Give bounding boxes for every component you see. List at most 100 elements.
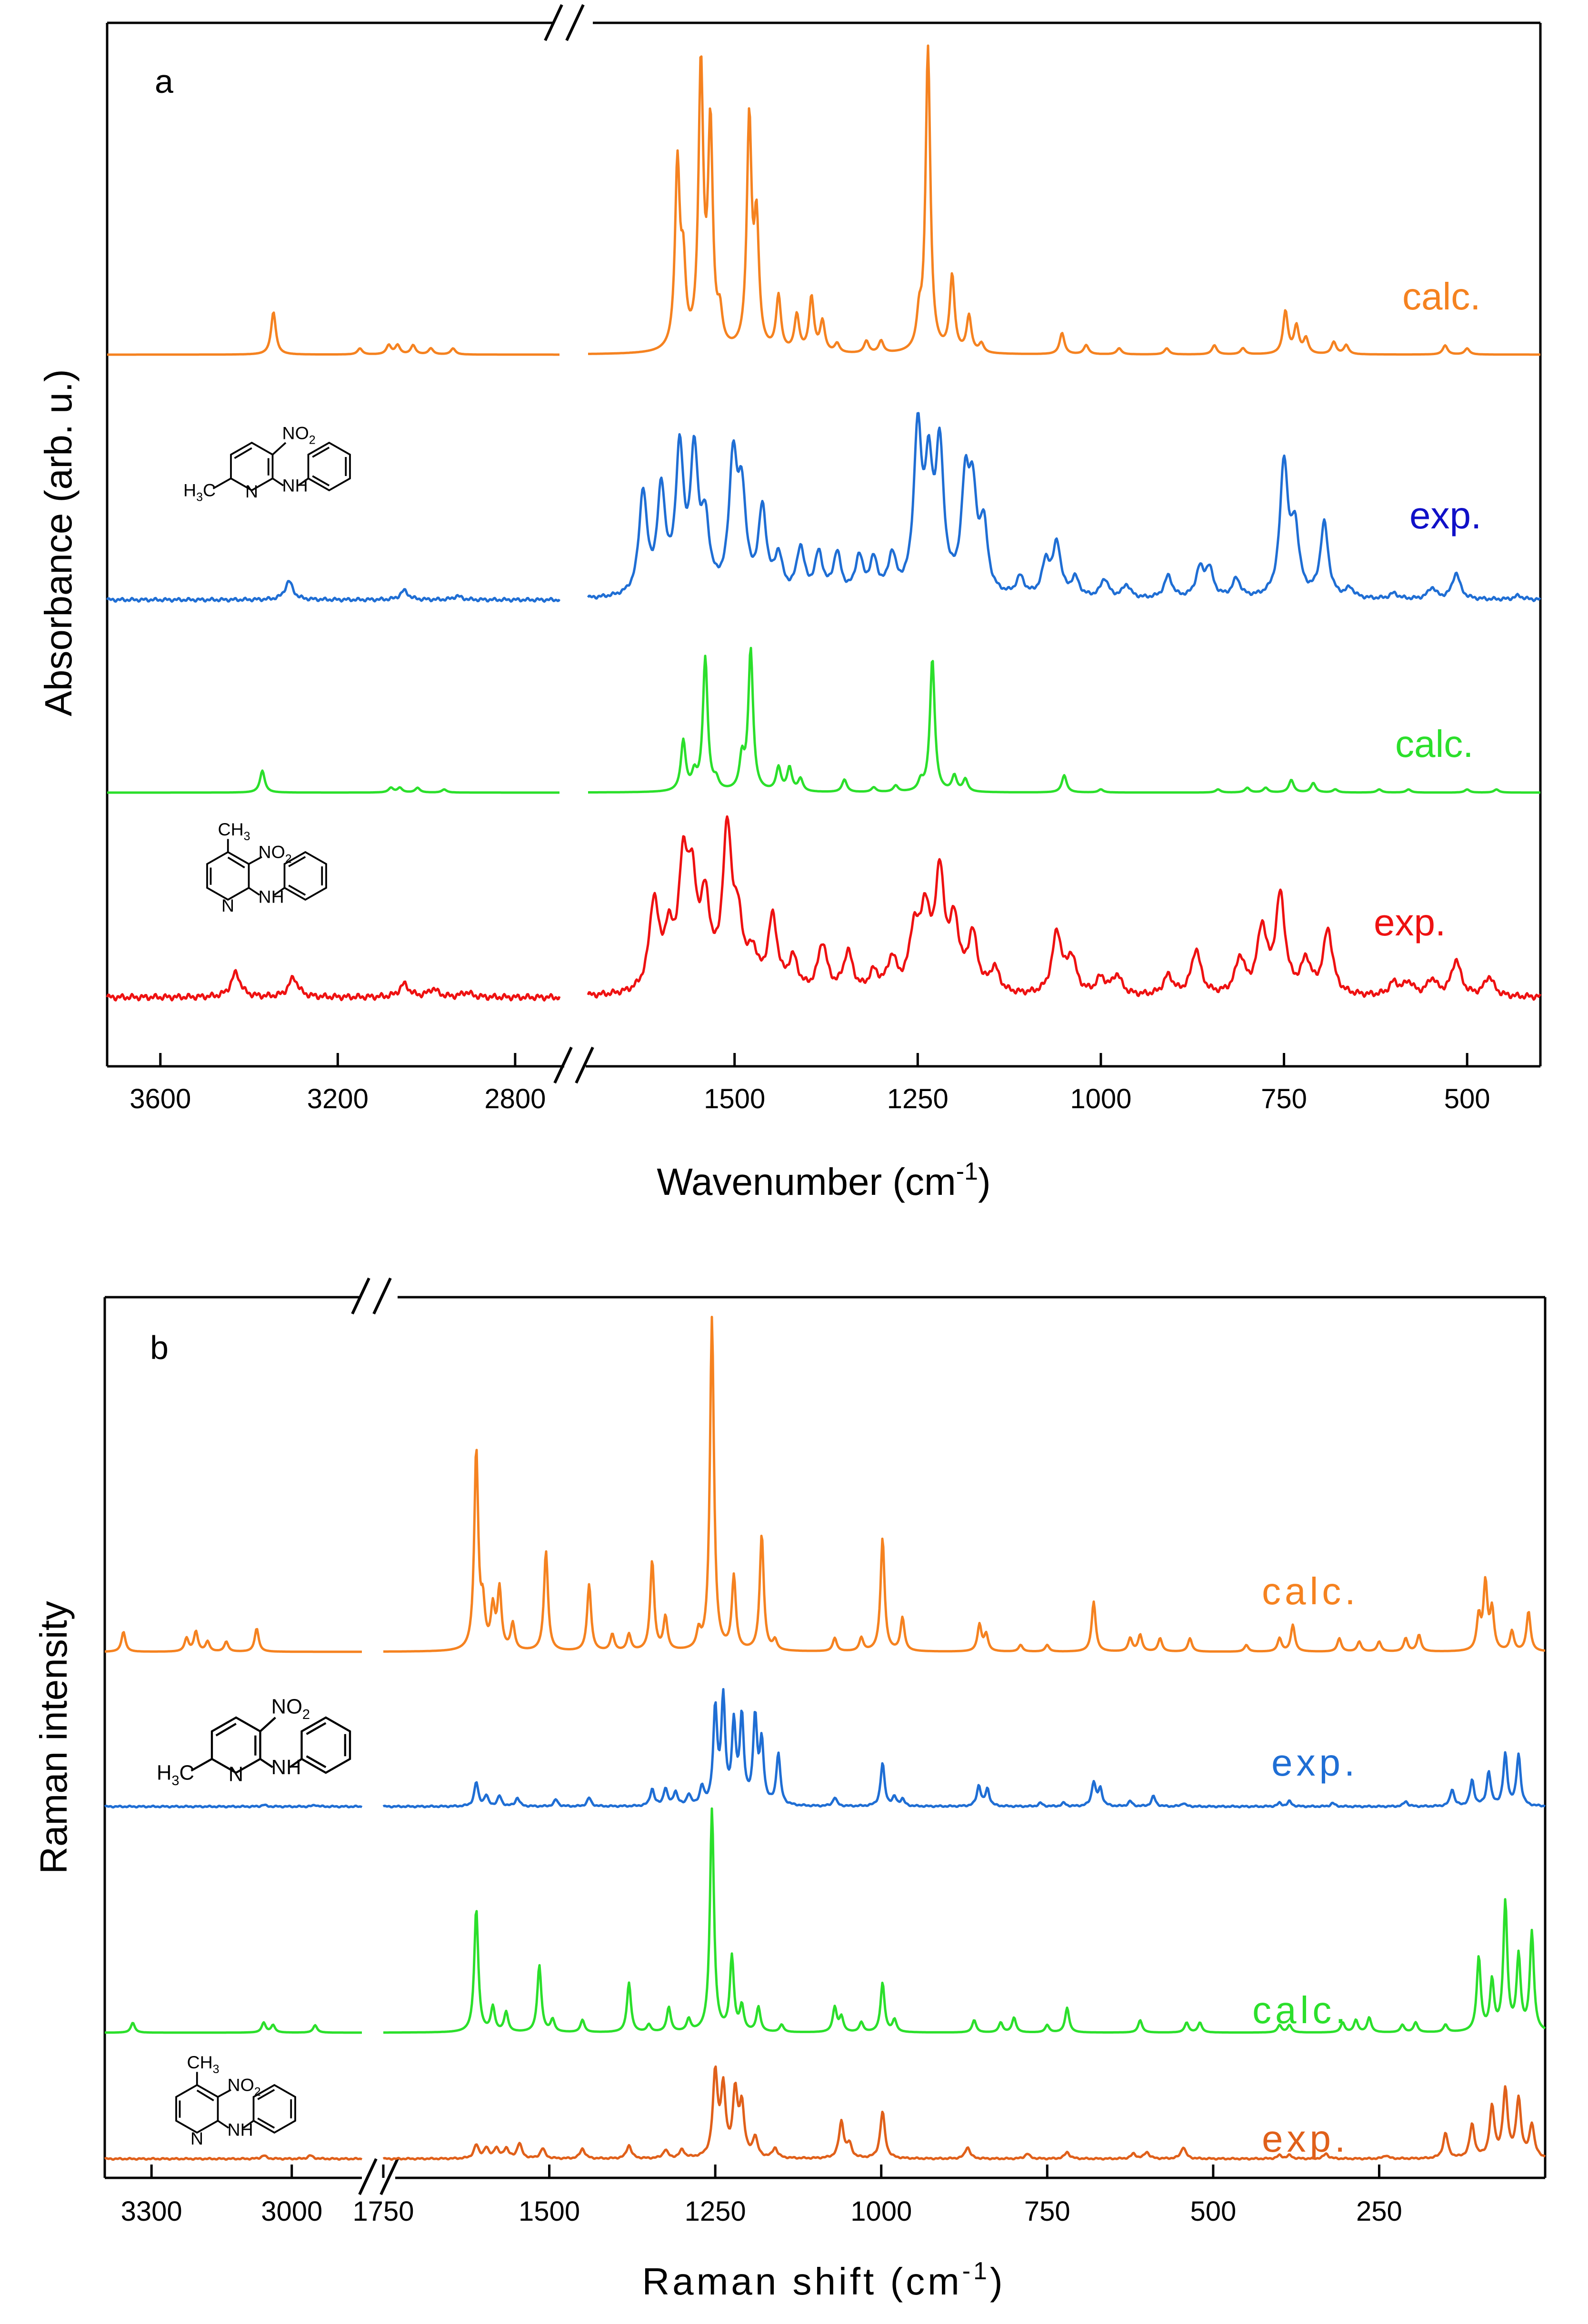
panel-b-x-axis-title-sup: -1: [962, 2257, 990, 2285]
panel-b-series-4-segment-1: [104, 2154, 363, 2161]
panel-b-trace-label-1: calc.: [1262, 1570, 1359, 1612]
panel-a-molecule-6-methyl: H3C N NO2 NH: [183, 423, 351, 504]
panel-a-traces: [106, 44, 1542, 1002]
panel-b-y-axis-title: Raman intensity: [32, 1601, 75, 1874]
panel-b-mol2-methyl-sub: 3: [213, 2063, 220, 2076]
panel-a-series-1-segment-2: [588, 44, 1541, 356]
panel-b-x-tick-label-1250: 1250: [685, 2196, 746, 2227]
panel-a-series-4-segment-1: [106, 969, 561, 1002]
panel-b-mol-methyl: H3C: [157, 1762, 194, 1789]
panel-b-series-2-segment-1: [104, 1803, 363, 1809]
panel-b-x-tick-label-1000: 1000: [850, 2196, 912, 2227]
panel-b-x-tick-label-3300: 3300: [121, 2196, 182, 2227]
panel-a-mol-nitro-base: NO: [282, 423, 309, 443]
panel-b-x-tick-label-500: 500: [1190, 2196, 1236, 2227]
panel-b-series-1-segment-1: [104, 1628, 362, 1653]
panel-a-series-3: [107, 646, 1541, 794]
panel-a-series-2: [106, 412, 1541, 603]
panel-a-axis-break-mark: [553, 1046, 594, 1084]
panel-b-x-axis-title-close: ): [990, 2260, 1006, 2303]
panel-a-series-2-segment-1: [106, 580, 561, 603]
panel-b-molecule-6-methyl: H3C N NO2 NH: [157, 1695, 351, 1789]
panel-a-mol-methyl-base: H: [183, 480, 196, 500]
panel-b-trace-label-2: exp.: [1271, 1741, 1358, 1784]
panel-a-x-tick-label-1000: 1000: [1070, 1083, 1131, 1114]
panel-b-raman-spectra: 3300 3000 1750 1500 1250 1000 750 500 250 b Rama…: [32, 1277, 1547, 2303]
panel-a-mol2-ring-n: N: [221, 895, 234, 915]
panel-a-trace-label-4: exp.: [1374, 901, 1446, 944]
panel-a-x-tick-label-750: 750: [1261, 1083, 1307, 1114]
panel-b-x-axis-title-base: Raman shift (cm: [642, 2260, 962, 2303]
panel-a-series-4-segment-2: [587, 815, 1542, 1001]
panel-b-x-tick-label-1500: 1500: [519, 2196, 580, 2227]
panel-b-mol-nitro-base: NO: [271, 1695, 302, 1718]
panel-b-traces: [104, 1316, 1546, 2161]
panel-a-x-axis-title-base: Wavenumber (cm: [657, 1161, 956, 1203]
panel-b-mol2-nitro-base: NO: [228, 2075, 254, 2095]
panel-b-series-2: [104, 1688, 1546, 1809]
panel-b-mol2-methyl-base: CH: [187, 2052, 213, 2072]
panel-a-mol-methyl-tail: C: [203, 480, 216, 500]
panel-b-mol-methyl-sub: 3: [171, 1773, 179, 1788]
panel-b-top-break-mark: [351, 1277, 392, 1315]
panel-a-series-2-segment-2: [587, 412, 1541, 602]
panel-b-mol2-nitro: NO2: [228, 2075, 261, 2099]
panel-b-x-tick-label-3000: 3000: [261, 2196, 322, 2227]
panel-a-mol-amine: NH: [282, 476, 308, 496]
panel-a-trace-label-3: calc.: [1395, 723, 1474, 765]
panel-b-mol-methyl-tail: C: [180, 1762, 194, 1785]
panel-b-letter: b: [150, 1329, 169, 1366]
panel-b-axis-break-mark: [358, 2158, 399, 2195]
panel-a-x-ticks: 3600 3200 2800 1500 1250 1000 750 500: [130, 1053, 1490, 1114]
panel-b-trace-label-4: exp.: [1262, 2117, 1349, 2160]
panel-a-mol2-methyl: CH3: [218, 819, 250, 843]
panel-a-molecule-4-methyl: CH3 N NO2 NH: [206, 819, 327, 915]
panel-b-x-axis-title: Raman shift (cm-1): [642, 2257, 1005, 2303]
panel-b-mol2-ring-n: N: [190, 2128, 203, 2148]
panel-b-series-4: [104, 2065, 1546, 2161]
panel-b-x-tick-label-250: 250: [1356, 2196, 1402, 2227]
panel-b-molecule-4-methyl: CH3 N NO2 NH: [175, 2052, 296, 2148]
panel-b-mol-ring-n: N: [229, 1763, 243, 1786]
panel-b-frame: [103, 1296, 1547, 2179]
panel-a-mol2-nitro-base: NO: [259, 842, 285, 862]
panel-b-trace-label-3: calc.: [1252, 1989, 1350, 2031]
panel-a-mol2-methyl-sub: 3: [244, 830, 250, 843]
panel-a-series-1: [107, 44, 1541, 356]
panel-a-top-break-mark: [544, 4, 585, 41]
panel-b-x-tick-label-1750: 1750: [352, 2196, 414, 2227]
panel-b-mol2-methyl: CH3: [187, 2052, 220, 2076]
panel-a-x-tick-label-1250: 1250: [887, 1083, 949, 1114]
panel-b-x-tick-label-750: 750: [1024, 2196, 1070, 2227]
panel-a-series-4: [106, 815, 1542, 1002]
panel-b-series-3-segment-2: [383, 1807, 1546, 2034]
panel-a-trace-label-1: calc.: [1402, 275, 1481, 318]
panel-a-x-tick-label-3200: 3200: [307, 1083, 369, 1114]
panel-a-series-1-segment-1: [107, 311, 560, 356]
panel-a-trace-label-2: exp.: [1409, 494, 1481, 536]
panel-a-mol-nitro-sub: 2: [309, 434, 316, 447]
panel-a-mol2-nitro: NO2: [259, 842, 292, 866]
panel-a-mol2-amine: NH: [259, 886, 284, 906]
panel-b-series-4-segment-2: [382, 2065, 1546, 2161]
panel-a-y-axis-title: Absorbance (arb. u.): [37, 369, 80, 716]
panel-b-series-3: [104, 1807, 1546, 2034]
panel-a-mol-methyl: H3C: [183, 480, 216, 504]
panel-a-x-tick-label-1500: 1500: [704, 1083, 765, 1114]
panel-a-x-axis-title-close: ): [978, 1161, 991, 1203]
panel-b-series-1: [104, 1316, 1546, 1653]
panel-b-mol-amine: NH: [271, 1756, 301, 1779]
panel-b-mol2-amine: NH: [228, 2119, 253, 2139]
panel-b-mol-methyl-base: H: [157, 1762, 171, 1785]
panel-a-ir-spectra: 3600 3200 2800 1500 1250 1000 750 500 a Wavenum…: [37, 4, 1542, 1203]
panel-b-x-ticks: 3300 3000 1750 1500 1250 1000 750 500 250: [121, 2165, 1402, 2227]
panel-a-x-tick-label-500: 500: [1444, 1083, 1490, 1114]
panel-b-mol-nitro: NO2: [271, 1695, 310, 1722]
panel-b-series-2-segment-2: [382, 1688, 1546, 1809]
panel-a-x-axis-title: Wavenumber (cm-1): [657, 1158, 990, 1203]
panel-a-x-tick-label-3600: 3600: [130, 1083, 191, 1114]
panel-a-letter: a: [155, 63, 173, 100]
panel-b-series-1-segment-2: [383, 1316, 1546, 1653]
panel-a-mol-ring-n: N: [245, 481, 258, 501]
